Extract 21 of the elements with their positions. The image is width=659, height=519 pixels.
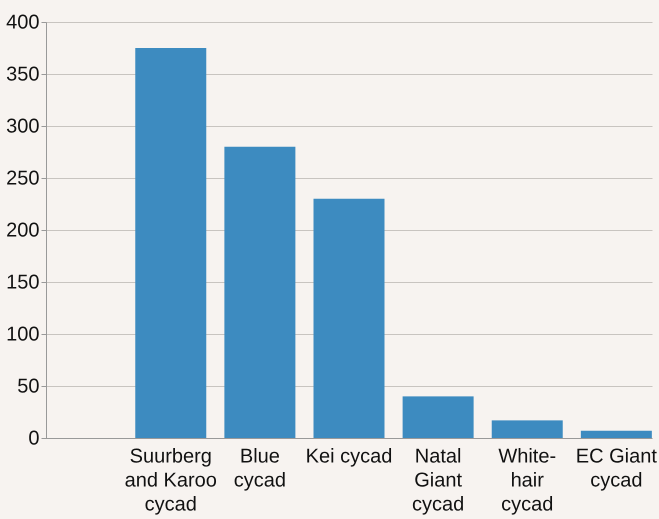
y-tick-label: 400 [6,12,40,34]
x-tick-label: Blue cycad [234,446,286,492]
y-tick-label: 50 [17,376,40,398]
x-tick-label: EC Giant cycad [576,446,658,492]
x-tick-label: Kei cycad [306,446,392,468]
x-tick-label: Suurberg and Karoo cycad [124,446,217,516]
y-tick-label: 250 [6,168,40,190]
y-tick-label: 300 [6,116,40,138]
x-tick-label: Natal Giant cycad [412,446,464,516]
y-tick-label: 350 [6,64,40,86]
bar [135,48,206,438]
bar [402,396,474,438]
bar [314,198,384,438]
bar [580,430,652,438]
y-tick-label: 150 [6,272,40,294]
x-tick-label: White-hair cycad [498,446,556,516]
y-tick-label: 200 [6,220,40,242]
bar [224,146,296,438]
y-tick-label: 0 [28,428,40,450]
y-tick-label: 100 [6,324,40,346]
bar [492,420,563,438]
